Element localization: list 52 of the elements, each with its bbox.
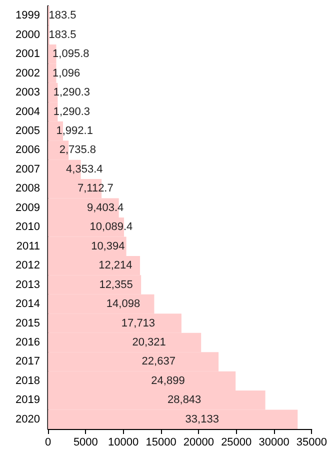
y-tick-label: 2004: [16, 106, 40, 118]
y-tick-label: 2018: [16, 374, 40, 387]
x-tick-label: 30000: [258, 436, 290, 448]
y-tick-label: 2019: [16, 394, 40, 406]
y-tick-label: 2014: [16, 298, 40, 310]
data-label: 33,133: [185, 413, 219, 426]
x-tick-label: 10000: [108, 436, 139, 448]
y-tick-label: 2007: [16, 163, 40, 176]
y-tick-label: 2000: [16, 28, 40, 41]
data-label: 9,403.4: [86, 202, 124, 214]
y-tick-label: 2009: [16, 202, 40, 214]
y-tick-label: 2008: [16, 182, 40, 195]
data-label: 1,095.8: [52, 48, 90, 60]
data-label: 183.5: [48, 28, 76, 41]
x-tick-label: 0: [44, 436, 52, 448]
data-label: 28,843: [168, 394, 202, 406]
x-tick-label: 5000: [73, 436, 98, 448]
y-tick-label: 2011: [16, 240, 40, 252]
x-tick-label: 15000: [146, 436, 176, 448]
y-tick-label: 2017: [16, 356, 40, 368]
y-tick-label: 2006: [16, 144, 40, 156]
y-tick-label: 1999: [16, 10, 40, 22]
data-label: 20,321: [132, 336, 166, 348]
data-label: 1,992.1: [56, 124, 93, 137]
y-tick-label: 2002: [16, 67, 40, 80]
y-tick-label: 2001: [16, 48, 40, 60]
data-label: 17,713: [121, 317, 156, 330]
y-tick-label: 2003: [16, 86, 40, 99]
data-label: 1,096: [52, 67, 80, 80]
data-label: 22,637: [142, 356, 176, 368]
data-label: 183.5: [48, 10, 76, 22]
y-tick-label: 2013: [16, 278, 40, 291]
data-label: 7,112.7: [77, 182, 114, 195]
y-tick-label: 2016: [16, 336, 40, 348]
data-label: 12,214: [98, 260, 132, 272]
data-label: 12,355: [99, 278, 133, 291]
data-label: 10,394: [91, 240, 125, 252]
data-label: 24,899: [151, 374, 185, 387]
data-label: 14,098: [106, 298, 140, 310]
y-tick-label: 2010: [16, 221, 40, 234]
data-label: 10,089.4: [90, 221, 133, 234]
data-label: 1,290.3: [53, 106, 90, 118]
data-label: 1,290.3: [53, 86, 90, 99]
y-tick-label: 2020: [16, 413, 40, 426]
x-tick-label: 35000: [296, 436, 328, 448]
y-tick-label: 2015: [16, 317, 40, 330]
x-tick-label: 20000: [183, 436, 214, 448]
x-tick-label: 25000: [221, 436, 252, 448]
data-label: 4,353.4: [66, 163, 103, 176]
y-tick-label: 2005: [16, 124, 40, 137]
data-label: 2,735.8: [59, 144, 96, 156]
y-tick-label: 2012: [16, 260, 40, 272]
